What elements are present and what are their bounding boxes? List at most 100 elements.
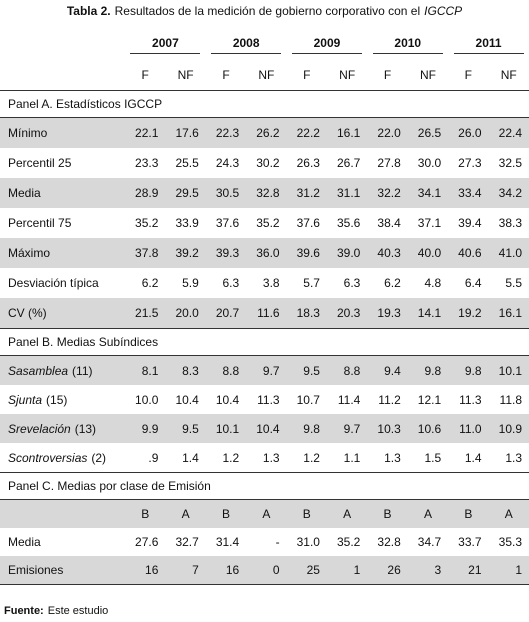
cell: 1.4 [182,450,199,465]
cell: 19.2 [448,298,489,329]
cell: 37.6 [215,216,240,230]
cell: 21.5 [125,298,166,329]
cell: 35.3 [498,535,522,549]
year: 2010 [372,36,443,54]
row-note: (13) [74,421,97,436]
panel-row: Panel B. Medias Subíndices [0,328,529,356]
cell: 11.2 [378,392,401,407]
title-emphasis: IGCCP [424,4,463,18]
cell: 26.5 [407,117,449,148]
cell: 22.4 [488,117,529,148]
cell: 10.4 [246,414,287,443]
data-row: Percentil 75 35.2 33.9 37.6 35.2 37.6 35.6 38.4… [0,208,529,238]
cell: 20.7 [205,298,247,329]
row-label: Sjunta [8,392,43,407]
row-label-cell: Mínimo [0,117,126,148]
subheader: B [286,499,327,528]
year: 2011 [453,36,524,54]
cell: 27.3 [458,156,482,170]
cell: 39.2 [165,238,206,268]
cell: 9.8 [286,414,327,443]
cell: 1.1 [343,450,361,465]
subheader: F [303,68,311,82]
data-row: Media 27.6 32.7 31.4 - 31.0 35.2 32.8 34.7 33.7 35… [0,528,529,556]
cell: 8.3 [165,355,206,385]
cell: 34.2 [488,178,529,208]
row-label-cell: Scontroversias (2) [0,443,125,473]
cell: 40.3 [367,238,408,268]
cell: 38.3 [498,216,522,230]
panel-row: Panel A. Estadísticos IGCCP [0,90,529,118]
cell: 5.7 [303,276,320,290]
data-row: Mínimo 22.1 17.6 22.3 26.2 22.2 16.1 22.0 26.5 26… [0,117,529,148]
cell: 1.4 [464,450,482,465]
cell: 26.7 [337,156,361,170]
subheader: A [165,499,206,528]
subheader: A [407,499,449,528]
cell: 29.5 [165,178,206,208]
corner [0,60,125,91]
subheader: NF [258,68,275,82]
data-row: Sjunta (15) 10.0 10.4 10.4 11.3 10.7 11.4 11.2 12… [0,385,529,414]
cell: 37.6 [296,216,320,230]
title-text: Resultados de la medición de gobierno co… [114,4,421,18]
cell: 21 [448,556,489,585]
cell: 1 [488,556,529,585]
row-label: Percentil 75 [8,216,72,230]
cell: 16.1 [326,117,368,148]
cell: 1.2 [303,450,320,465]
cell: 24.3 [215,156,240,170]
cell: 34.1 [407,178,449,208]
panel-title: Panel C. Medias por clase de Emisión [0,472,529,500]
footer-text: Este estudio [47,605,109,617]
year-cell: 2008 [206,30,287,60]
row-note: (15) [46,392,68,407]
cell: 30.0 [417,156,442,170]
cell: 11.4 [337,392,361,407]
cell: 1 [326,556,368,585]
cell: 31.1 [326,178,368,208]
cell: 22.3 [205,117,247,148]
title-label: Tabla 2. [66,4,111,18]
cell: 9.8 [407,355,449,385]
cell: 14.1 [407,298,449,329]
cell: 31.4 [215,535,240,549]
cell: 27.8 [377,156,401,170]
cell: 6.2 [141,276,159,290]
cell: 33.4 [448,178,489,208]
row-label-cell: Media [0,528,125,556]
cell: 10.7 [296,392,320,407]
cell: 39.4 [458,216,482,230]
cell: 10.4 [215,392,240,407]
subheader: NF [339,68,356,82]
cell: 22.1 [125,117,166,148]
cell: 32.7 [175,535,199,549]
cell: 22.0 [367,117,408,148]
row-label-cell: Emisiones [0,556,126,585]
cell: 40.0 [407,238,449,268]
cell: 11.8 [499,392,522,407]
cell: 9.7 [326,414,368,443]
row-label: Scontroversias [8,450,88,465]
cell: 10.4 [175,392,199,407]
cell: 28.9 [125,178,166,208]
cell: 35.2 [337,535,361,549]
cell: 36.0 [246,238,287,268]
cell: 39.3 [205,238,247,268]
data-row: CV (%) 21.5 20.0 20.7 11.6 18.3 20.3 19.3 14.1 19… [0,298,529,329]
cell: 10.9 [488,414,529,443]
cell: 1.5 [424,450,442,465]
cell: 32.2 [367,178,408,208]
cell: 11.3 [459,392,482,407]
cell: 32.8 [377,535,401,549]
year: 2008 [211,36,282,54]
subheader: B [367,499,408,528]
corner [0,30,125,60]
cell: 10.3 [367,414,408,443]
cell: 37.8 [125,238,166,268]
year-cell: 2011 [448,30,529,60]
row-label-cell: Sjunta (15) [0,385,125,414]
subheader: F [464,68,472,82]
row-label: Media [8,535,41,549]
